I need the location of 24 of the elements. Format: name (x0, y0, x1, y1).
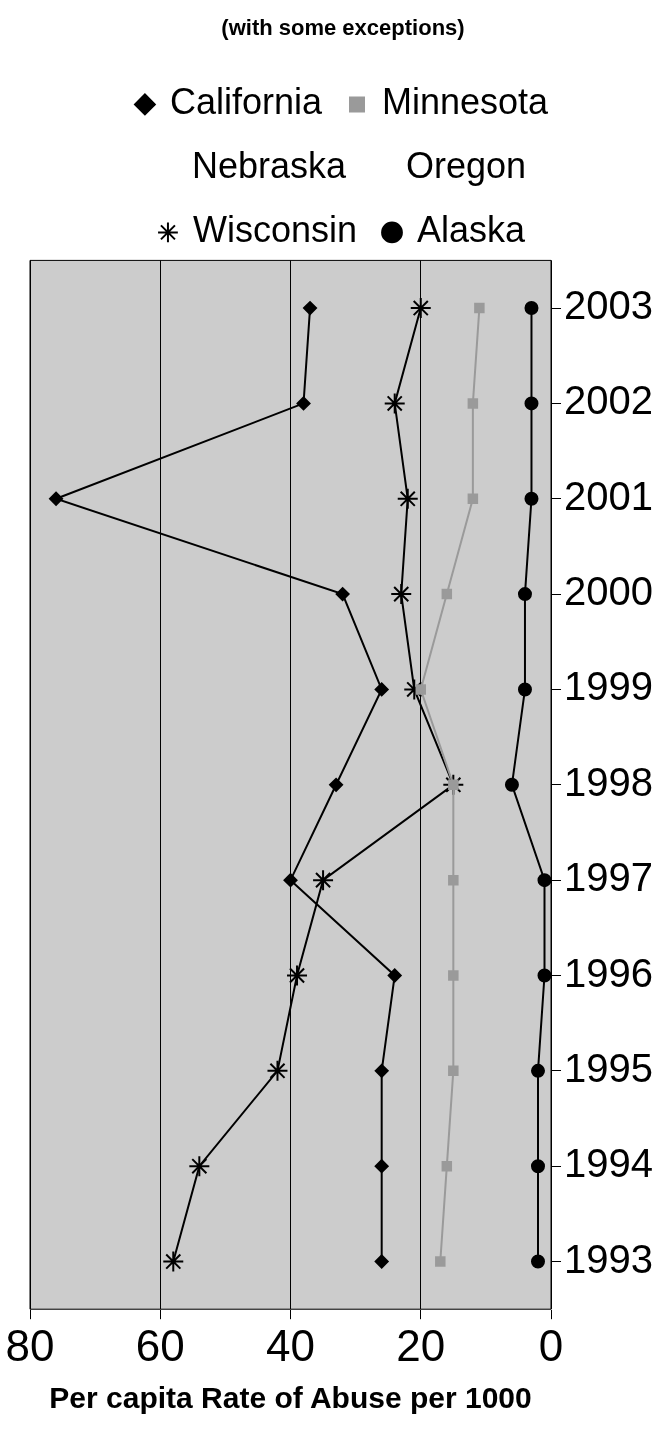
x-tick-label: 40 (266, 1320, 315, 1370)
y-tick-label: 2002 (564, 378, 653, 423)
y-tick-label: 1998 (564, 759, 653, 804)
legend-label: Minnesota (381, 81, 550, 123)
chart-subtitle: (with some exceptions) (221, 15, 465, 41)
y-tick-label: 1996 (564, 950, 653, 995)
y-tick-label: 2000 (564, 569, 653, 614)
x-axis-title: Per capita Rate of Abuse per 1000 (49, 1381, 532, 1415)
y-tick-label: 1999 (564, 664, 653, 709)
y-tick-label: 1994 (564, 1141, 653, 1186)
y-tick-label: 2003 (564, 283, 653, 328)
legend-label: California (169, 81, 323, 123)
y-tick-label: 2001 (564, 473, 653, 518)
y-tick-label: 1997 (564, 855, 653, 900)
x-tick-label: 80 (5, 1320, 55, 1370)
text: Oregon (406, 145, 527, 187)
x-tick-label: 20 (396, 1320, 446, 1370)
text: Nebraska (191, 145, 347, 187)
legend-label: Alaska (416, 209, 527, 251)
legend-label: Wisconsin (192, 209, 357, 251)
y-tick-label: 1993 (564, 1236, 653, 1281)
y-tick-label: 1995 (564, 1045, 653, 1090)
x-tick-label: 0 (538, 1320, 564, 1370)
x-tick-label: 60 (135, 1320, 185, 1370)
